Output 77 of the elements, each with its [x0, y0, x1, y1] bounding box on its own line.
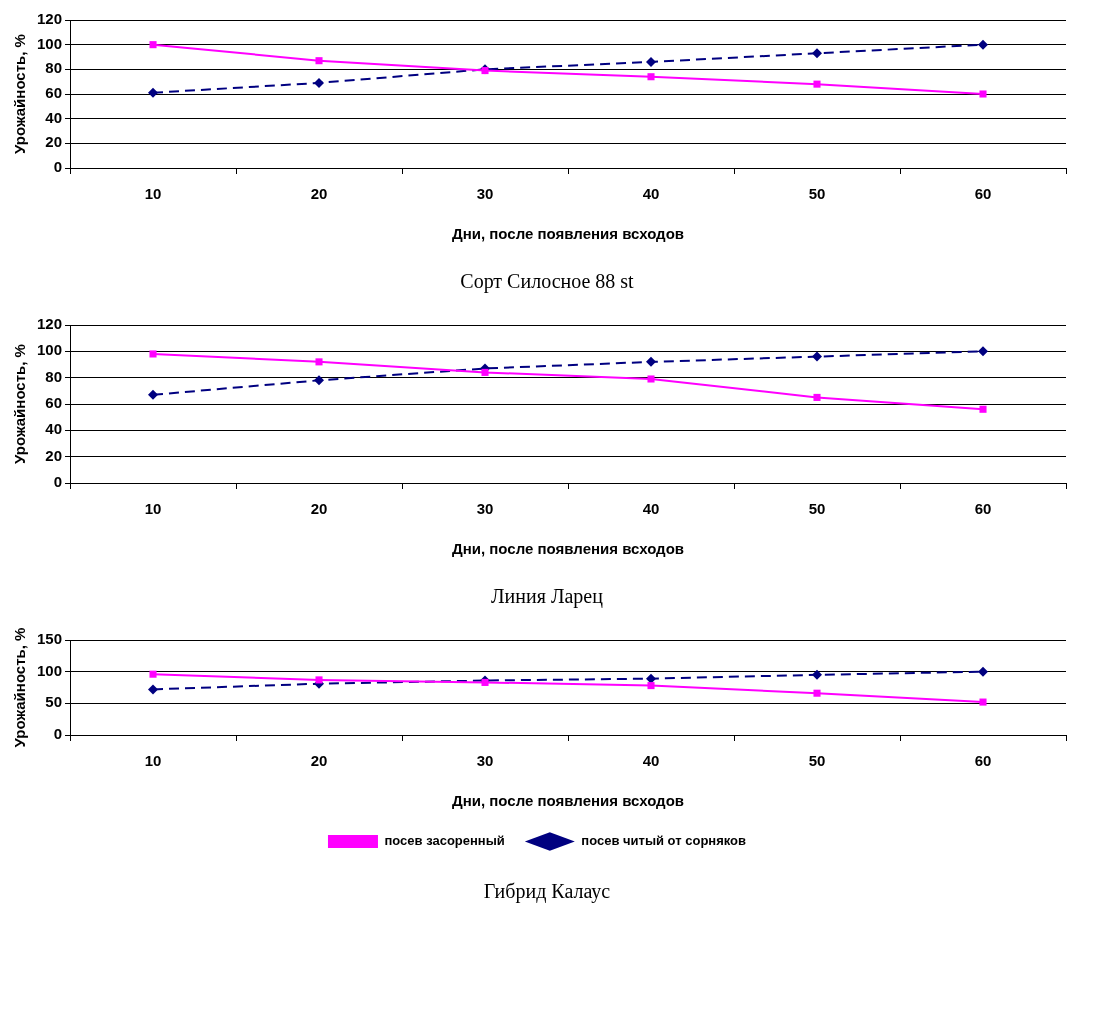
point — [646, 673, 657, 684]
x-axis-title: Дни, после появления всходов — [452, 792, 685, 810]
point — [647, 682, 655, 690]
text: Линия Ларец — [490, 585, 604, 608]
y-tick-label: 80 — [45, 367, 63, 385]
point — [812, 48, 823, 59]
point — [813, 393, 821, 401]
x-tick-label: 10 — [144, 752, 162, 770]
point — [148, 389, 159, 400]
y-tick-label: 100 — [37, 661, 63, 679]
point — [314, 375, 325, 386]
y-tick-label: 100 — [37, 341, 63, 359]
y-tick-label: 100 — [37, 34, 63, 52]
x-tick-label: 20 — [310, 752, 328, 770]
x-tick-label: 20 — [310, 185, 328, 203]
point — [315, 358, 323, 366]
y-tick-label: 60 — [45, 84, 63, 102]
y-tick-label: 50 — [45, 693, 63, 711]
x-tick-label: 30 — [476, 185, 494, 203]
x-tick-label: 40 — [642, 185, 660, 203]
text: Гибрид Калаус — [482, 880, 612, 903]
y-tick-label: 120 — [37, 315, 63, 333]
x-tick-label: 50 — [808, 185, 826, 203]
point — [979, 698, 987, 706]
point — [149, 350, 157, 358]
x-axis-title: Дни, после появления всходов — [452, 225, 685, 243]
text: Сорт Силосное 88 st — [459, 270, 635, 293]
y-tick-label: 120 — [37, 10, 63, 28]
legend-label: посев читый от сорняков — [581, 833, 747, 849]
point — [646, 356, 657, 367]
point — [978, 666, 988, 677]
point — [148, 684, 159, 695]
y-tick-label: 20 — [45, 133, 63, 151]
y-tick-label: 20 — [45, 446, 63, 464]
point — [979, 405, 987, 413]
legend-label: посев засоренный — [384, 833, 505, 849]
x-tick-label: 40 — [642, 500, 660, 518]
x-tick-label: 10 — [144, 500, 162, 518]
x-tick-label: 60 — [974, 500, 992, 518]
y-axis-title: Урожайность, % — [11, 34, 29, 154]
y-tick-label: 0 — [53, 725, 63, 743]
x-tick-label: 30 — [476, 500, 494, 518]
point — [647, 375, 655, 383]
point — [314, 77, 325, 88]
x-axis-title: Дни, после появления всходов — [452, 540, 685, 558]
point — [646, 56, 657, 67]
y-tick-label: 150 — [37, 630, 63, 648]
x-tick-label: 50 — [808, 752, 826, 770]
x-tick-label: 10 — [144, 185, 162, 203]
point — [315, 676, 323, 684]
point — [812, 669, 823, 680]
y-tick-label: 40 — [45, 108, 63, 126]
point — [148, 87, 159, 98]
point — [812, 351, 823, 362]
y-tick-label: 80 — [45, 59, 63, 77]
y-tick-label: 40 — [45, 420, 63, 438]
point — [979, 90, 987, 98]
point — [647, 73, 655, 81]
point — [149, 41, 157, 49]
x-tick-label: 20 — [310, 500, 328, 518]
point — [978, 346, 988, 357]
y-tick-label: 60 — [45, 394, 63, 412]
x-tick-label: 60 — [974, 752, 992, 770]
y-axis-title: Урожайность, % — [11, 627, 29, 748]
x-tick-label: 30 — [476, 752, 494, 770]
y-tick-label: 0 — [53, 158, 63, 176]
y-axis-title: Урожайность, % — [11, 344, 29, 464]
point — [149, 670, 157, 678]
x-tick-label: 60 — [974, 185, 992, 203]
point — [481, 368, 489, 376]
point — [978, 39, 988, 50]
x-tick-label: 40 — [642, 752, 660, 770]
point — [315, 57, 323, 65]
point — [813, 80, 821, 88]
y-tick-label: 0 — [53, 473, 63, 491]
x-tick-label: 50 — [808, 500, 826, 518]
point — [813, 689, 821, 697]
